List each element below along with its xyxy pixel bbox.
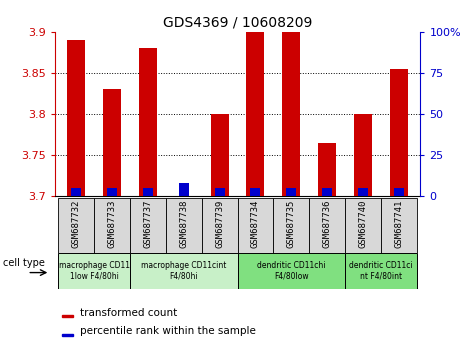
Text: GSM687733: GSM687733 — [107, 200, 116, 248]
Bar — [309, 198, 345, 253]
Bar — [345, 253, 417, 289]
Bar — [139, 48, 157, 196]
Bar — [143, 188, 153, 196]
Text: percentile rank within the sample: percentile rank within the sample — [80, 326, 256, 337]
Text: GSM687732: GSM687732 — [72, 200, 81, 248]
Text: dendritic CD11chi
F4/80low: dendritic CD11chi F4/80low — [257, 261, 325, 280]
Bar — [71, 188, 81, 196]
Bar — [354, 114, 372, 196]
Bar — [358, 188, 368, 196]
Bar — [62, 334, 73, 336]
Bar — [179, 183, 189, 196]
Bar — [130, 198, 166, 253]
Text: macrophage CD11cint
F4/80hi: macrophage CD11cint F4/80hi — [141, 261, 227, 280]
Title: GDS4369 / 10608209: GDS4369 / 10608209 — [163, 15, 312, 29]
Bar — [238, 253, 345, 289]
Text: cell type: cell type — [3, 258, 45, 268]
Text: GSM687738: GSM687738 — [179, 200, 188, 248]
Bar — [130, 253, 238, 289]
Text: GSM687734: GSM687734 — [251, 200, 260, 248]
Bar — [250, 188, 260, 196]
Bar — [103, 90, 121, 196]
Bar — [58, 198, 94, 253]
Text: GSM687736: GSM687736 — [323, 200, 332, 248]
Text: transformed count: transformed count — [80, 308, 178, 318]
Text: macrophage CD11
1low F4/80hi: macrophage CD11 1low F4/80hi — [58, 261, 130, 280]
Bar — [345, 198, 381, 253]
Text: GSM687740: GSM687740 — [359, 200, 368, 248]
Text: GSM687741: GSM687741 — [394, 200, 403, 248]
Bar — [381, 198, 417, 253]
Bar — [394, 188, 404, 196]
Bar — [247, 32, 265, 196]
Text: GSM687735: GSM687735 — [287, 200, 296, 248]
Text: GSM687739: GSM687739 — [215, 200, 224, 248]
Bar — [286, 188, 296, 196]
Bar — [322, 188, 332, 196]
Text: dendritic CD11ci
nt F4/80int: dendritic CD11ci nt F4/80int — [349, 261, 413, 280]
Bar — [215, 188, 225, 196]
Bar — [62, 315, 73, 317]
Bar — [390, 69, 408, 196]
Bar — [67, 40, 85, 196]
Bar — [273, 198, 309, 253]
Bar — [107, 188, 117, 196]
Bar — [58, 253, 130, 289]
Bar — [94, 198, 130, 253]
Bar — [318, 143, 336, 196]
Bar — [210, 114, 228, 196]
Bar — [166, 198, 202, 253]
Bar — [282, 32, 300, 196]
Bar — [202, 198, 238, 253]
Bar — [238, 198, 273, 253]
Text: GSM687737: GSM687737 — [143, 200, 152, 248]
